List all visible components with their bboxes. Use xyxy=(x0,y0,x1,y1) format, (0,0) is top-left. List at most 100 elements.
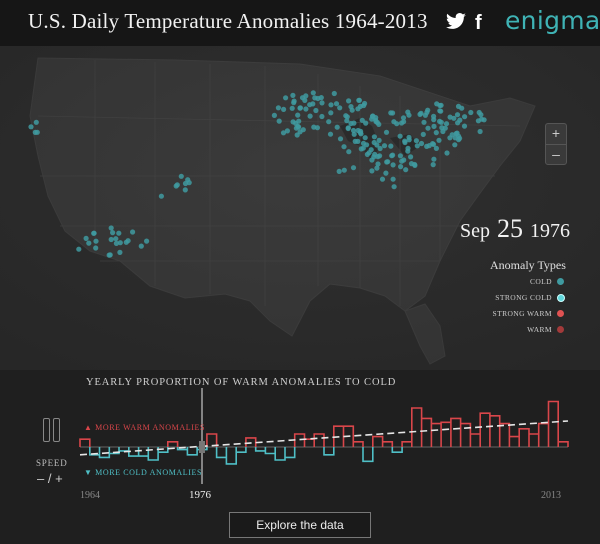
current-year-handle xyxy=(199,441,205,453)
anomaly-dot xyxy=(356,97,362,103)
anomaly-dot xyxy=(346,98,352,104)
anomaly-dot xyxy=(349,107,355,113)
pause-bar-right xyxy=(53,418,60,442)
anomaly-dot xyxy=(300,127,306,133)
anomaly-dot xyxy=(319,113,325,120)
anomaly-dot xyxy=(117,249,123,255)
anomaly-dot xyxy=(110,230,116,236)
anomaly-dot xyxy=(444,150,450,156)
us-map[interactable] xyxy=(0,46,600,370)
anomaly-dot xyxy=(390,176,396,182)
anomaly-dot xyxy=(461,123,468,129)
anomaly-dot xyxy=(430,141,437,147)
anomaly-dot xyxy=(344,118,350,124)
chart-title: YEARLY PROPORTION OF WARM ANOMALIES TO C… xyxy=(86,377,397,388)
anomaly-dot xyxy=(293,125,299,131)
anomaly-dot xyxy=(389,153,395,159)
anomaly-dot xyxy=(293,120,299,126)
speed-control[interactable]: – / + xyxy=(37,471,63,486)
cold-series-line xyxy=(89,447,403,465)
facebook-icon[interactable]: f xyxy=(475,12,482,34)
legend-title: Anomaly Types xyxy=(490,258,566,272)
anomaly-dot xyxy=(388,143,394,149)
anomaly-dot xyxy=(313,107,319,114)
anomaly-dot xyxy=(297,105,303,111)
anomaly-dot xyxy=(391,184,397,190)
anomaly-dot xyxy=(284,128,290,134)
anomaly-dot xyxy=(383,170,389,176)
anomaly-dot xyxy=(379,176,386,182)
anomaly-dot xyxy=(113,240,119,246)
pause-bar-left xyxy=(43,418,50,442)
zoom-in-button[interactable]: + xyxy=(551,125,561,141)
anomaly-dot xyxy=(328,102,334,108)
anomaly-dot xyxy=(33,119,39,125)
anomaly-dot xyxy=(455,120,461,126)
anomaly-dot xyxy=(290,92,296,98)
brand-logo[interactable]: enigma xyxy=(505,6,600,35)
anomaly-dot xyxy=(406,112,412,118)
anomaly-dot xyxy=(116,230,122,236)
anomaly-dot xyxy=(341,167,347,173)
anomaly-dot xyxy=(144,238,150,244)
date-month: Sep xyxy=(460,220,490,242)
anomaly-dot xyxy=(360,145,366,151)
anomaly-dot xyxy=(420,131,426,137)
anomaly-dot xyxy=(408,161,415,167)
trend-line xyxy=(79,420,569,456)
anomaly-dot xyxy=(130,229,136,235)
anomaly-dot xyxy=(398,164,404,170)
anomaly-dot xyxy=(108,225,114,231)
anomaly-dot xyxy=(368,147,374,153)
twitter-icon[interactable] xyxy=(445,13,467,31)
anomaly-dot xyxy=(374,142,380,148)
anomaly-dot xyxy=(442,125,448,131)
cold-anomalies-label: ▼ MORE COLD ANOMALIES xyxy=(84,468,202,477)
anomaly-dot xyxy=(468,109,474,116)
legend-swatch-strong-cold xyxy=(557,294,565,302)
anomaly-dot xyxy=(405,145,411,151)
map-area[interactable]: + – xyxy=(0,46,600,370)
anomaly-dot xyxy=(421,119,427,125)
anomaly-dot xyxy=(113,236,119,242)
anomaly-chart[interactable]: ▲ MORE WARM ANOMALIES ▼ MORE COLD ANOMAL… xyxy=(0,380,600,510)
anomaly-dot xyxy=(358,131,364,137)
anomaly-dot xyxy=(336,168,342,174)
anomaly-dot xyxy=(344,114,350,120)
anomaly-dot xyxy=(291,100,297,106)
anomaly-dot xyxy=(307,113,313,119)
date-day: 25 xyxy=(497,214,523,243)
speed-label: SPEED xyxy=(36,458,68,468)
explore-data-button[interactable]: Explore the data xyxy=(229,512,371,538)
anomaly-dot xyxy=(425,125,431,131)
anomaly-dot xyxy=(327,131,334,137)
anomaly-dot xyxy=(403,167,409,173)
anomaly-dot xyxy=(355,138,361,144)
warm-anomalies-label: ▲ MORE WARM ANOMALIES xyxy=(84,423,205,432)
anomaly-dot xyxy=(355,106,361,112)
anomaly-dot xyxy=(414,143,420,149)
anomaly-dot xyxy=(328,110,334,116)
anomaly-dot xyxy=(447,114,453,120)
anomaly-dot xyxy=(32,129,38,135)
anomaly-dot xyxy=(364,151,370,157)
anomaly-dot xyxy=(433,145,439,151)
anomaly-dot xyxy=(408,154,414,160)
anomaly-dot xyxy=(406,137,412,143)
anomaly-dot xyxy=(431,117,437,123)
anomaly-dot xyxy=(351,120,357,126)
anomaly-dot xyxy=(373,117,379,123)
anomaly-dot xyxy=(303,106,309,112)
anomaly-dot xyxy=(433,130,439,136)
legend-item-strong-cold: STRONG COLD xyxy=(495,293,552,302)
pause-button[interactable] xyxy=(43,418,61,442)
anomaly-dot xyxy=(333,101,340,107)
zoom-out-button[interactable]: – xyxy=(546,144,566,165)
anomaly-dot xyxy=(362,135,368,141)
anomaly-dots xyxy=(28,90,487,258)
warm-series-line xyxy=(79,400,569,447)
anomaly-dot xyxy=(377,145,383,152)
anomaly-dot xyxy=(359,117,365,123)
anomaly-dot xyxy=(341,144,347,150)
anomaly-dot xyxy=(303,93,309,99)
